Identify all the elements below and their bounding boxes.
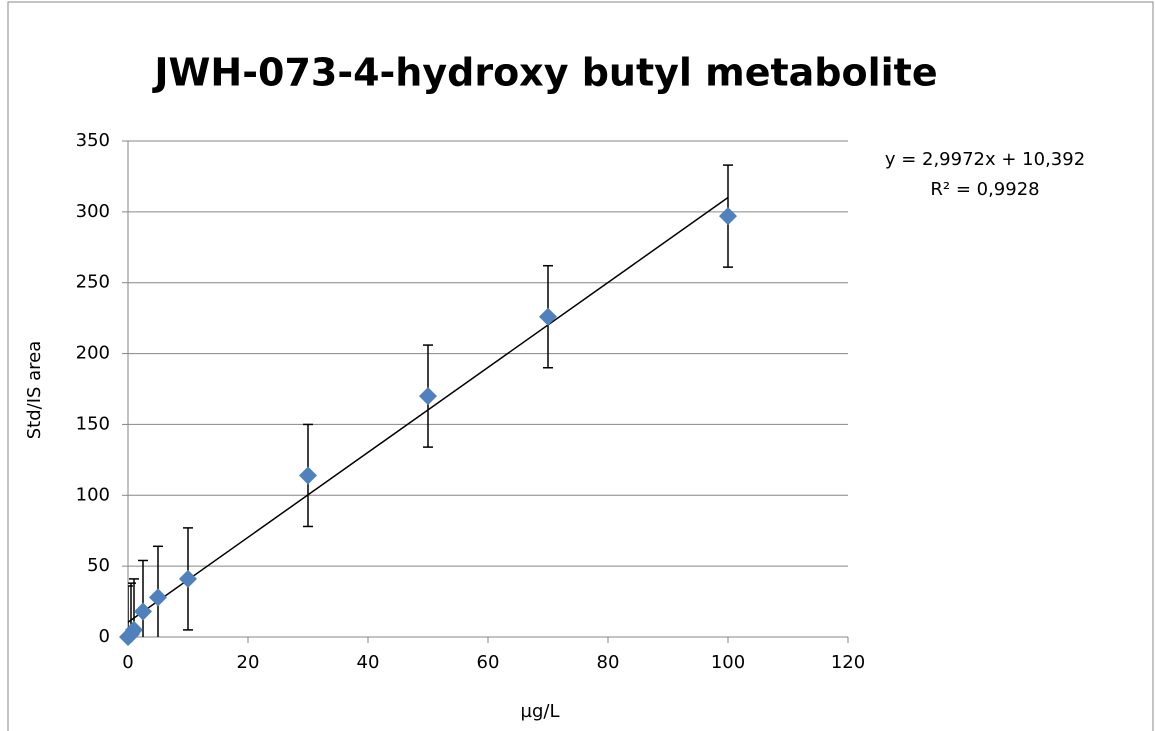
y-tick-label: 150 (76, 413, 110, 434)
y-tick-label: 200 (76, 343, 110, 364)
y-tick-label: 0 (99, 626, 110, 647)
plot-area (128, 164, 733, 637)
trendline-equation: y = 2,9972x + 10,392 (885, 149, 1085, 170)
data-point (125, 620, 143, 639)
x-tick-label: 40 (357, 652, 380, 673)
data-point (419, 387, 437, 406)
x-tick-label: 60 (477, 652, 500, 673)
x-tick-label: 20 (237, 652, 260, 673)
x-tick-label: 80 (597, 652, 620, 673)
chart-title: JWH-073-4-hydroxy butyl metabolite (151, 51, 937, 95)
y-tick-label: 50 (87, 555, 110, 576)
data-point (134, 602, 152, 621)
data-point (719, 207, 737, 226)
x-axis-label: µg/L (521, 701, 560, 722)
trendline-r2: R² = 0,9928 (930, 179, 1039, 200)
y-tick-label: 100 (76, 484, 110, 505)
y-tick-label: 300 (76, 201, 110, 222)
chart-border (7, 1, 1154, 731)
x-tick-label: 0 (122, 652, 133, 673)
x-tick-label: 100 (711, 652, 745, 673)
data-point (539, 307, 557, 326)
data-point (149, 588, 167, 607)
y-axis-label: Std/IS area (24, 341, 45, 440)
trendline (127, 196, 729, 623)
y-tick-label: 350 (76, 130, 110, 151)
data-point (299, 466, 317, 485)
y-tick-label: 250 (76, 272, 110, 293)
x-tick-label: 120 (831, 652, 865, 673)
data-point (179, 569, 197, 588)
